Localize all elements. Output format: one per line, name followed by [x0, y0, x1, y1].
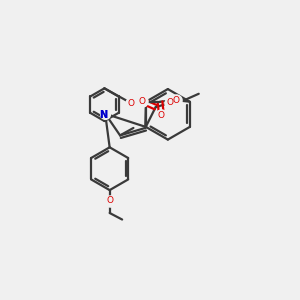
- Text: O: O: [128, 99, 135, 108]
- Text: N: N: [99, 110, 107, 120]
- Text: O: O: [158, 111, 165, 120]
- Text: O: O: [139, 97, 146, 106]
- Text: O: O: [106, 196, 113, 205]
- Text: O: O: [173, 96, 180, 105]
- Text: N: N: [99, 110, 107, 120]
- Text: O: O: [167, 98, 174, 107]
